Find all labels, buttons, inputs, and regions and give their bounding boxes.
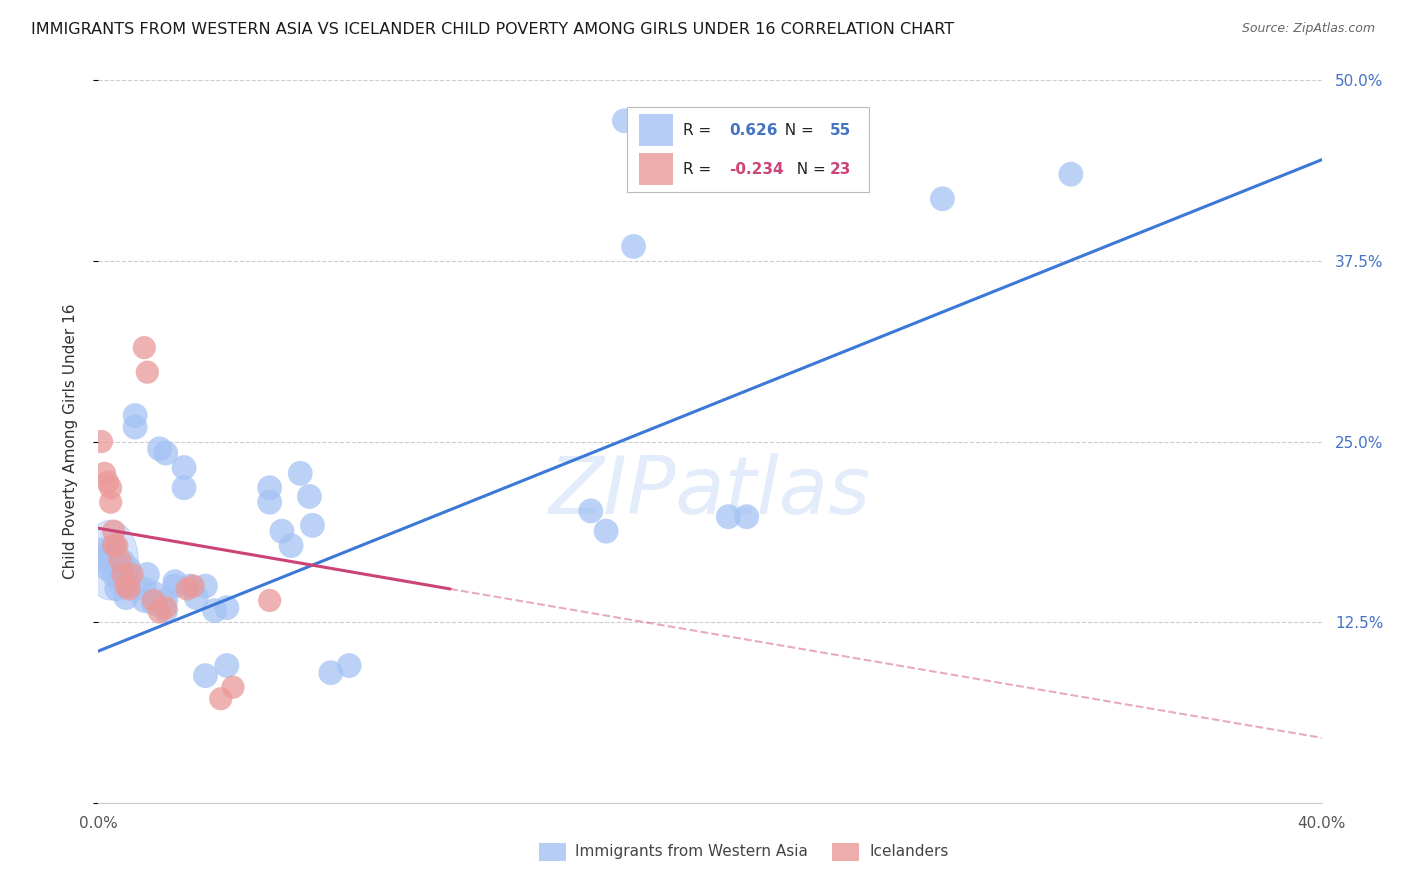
Point	[105, 582, 128, 596]
Point	[319, 665, 342, 680]
Point	[290, 467, 312, 481]
Point	[111, 554, 134, 568]
Point	[103, 539, 125, 553]
FancyBboxPatch shape	[640, 114, 673, 146]
Point	[173, 481, 195, 495]
Point	[90, 434, 112, 449]
Point	[115, 591, 138, 605]
Point	[595, 524, 617, 538]
Point	[280, 539, 302, 553]
Ellipse shape	[83, 520, 138, 599]
Text: ZIPatlas: ZIPatlas	[548, 453, 872, 531]
Point	[103, 567, 125, 582]
Point	[90, 542, 112, 557]
Point	[134, 593, 156, 607]
FancyBboxPatch shape	[640, 153, 673, 186]
Point	[259, 495, 281, 509]
Point	[194, 579, 217, 593]
Point	[215, 600, 238, 615]
Point	[108, 553, 131, 567]
Point	[97, 562, 120, 576]
Point	[181, 579, 204, 593]
Text: Icelanders: Icelanders	[869, 845, 949, 859]
Text: R =: R =	[683, 161, 716, 177]
Point	[142, 596, 165, 610]
Point	[93, 467, 115, 481]
Point	[136, 567, 159, 582]
Text: 0.626: 0.626	[730, 122, 778, 137]
FancyBboxPatch shape	[538, 843, 565, 861]
Point	[121, 567, 143, 582]
Point	[134, 341, 156, 355]
Text: IMMIGRANTS FROM WESTERN ASIA VS ICELANDER CHILD POVERTY AMONG GIRLS UNDER 16 COR: IMMIGRANTS FROM WESTERN ASIA VS ICELANDE…	[31, 22, 955, 37]
Point	[155, 446, 177, 460]
Point	[298, 490, 321, 504]
Point	[93, 553, 115, 567]
Point	[337, 658, 360, 673]
Point	[215, 658, 238, 673]
Point	[105, 562, 128, 576]
Point	[149, 442, 172, 456]
Point	[111, 567, 134, 582]
Point	[105, 539, 128, 553]
Point	[186, 591, 208, 605]
Point	[173, 460, 195, 475]
Point	[259, 593, 281, 607]
Point	[204, 604, 226, 618]
Point	[163, 579, 186, 593]
Point	[149, 605, 172, 619]
Point	[931, 192, 953, 206]
Point	[108, 576, 131, 591]
Point	[134, 582, 156, 596]
FancyBboxPatch shape	[832, 843, 859, 861]
Point	[735, 509, 758, 524]
Point	[259, 481, 281, 495]
Point	[717, 509, 740, 524]
Y-axis label: Child Poverty Among Girls Under 16: Child Poverty Among Girls Under 16	[63, 304, 77, 579]
Point	[179, 579, 201, 593]
Point	[100, 550, 122, 565]
Point	[222, 680, 245, 694]
Point	[111, 567, 134, 582]
Point	[124, 409, 146, 423]
Point	[97, 475, 120, 489]
Point	[103, 539, 125, 553]
Point	[613, 113, 636, 128]
Point	[136, 365, 159, 379]
Point	[155, 604, 177, 618]
Text: Source: ZipAtlas.com: Source: ZipAtlas.com	[1241, 22, 1375, 36]
Point	[579, 504, 602, 518]
Point	[1060, 167, 1083, 181]
Text: 55: 55	[830, 122, 851, 137]
Text: R =: R =	[683, 122, 716, 137]
Point	[100, 495, 122, 509]
Text: N =: N =	[775, 122, 818, 137]
Point	[270, 524, 292, 538]
Point	[176, 582, 198, 596]
Point	[100, 481, 122, 495]
Text: -0.234: -0.234	[730, 161, 785, 177]
Point	[108, 567, 131, 582]
Point	[103, 524, 125, 538]
Point	[155, 600, 177, 615]
Point	[155, 593, 177, 607]
Text: N =: N =	[787, 161, 831, 177]
Point	[163, 574, 186, 589]
Point	[142, 586, 165, 600]
Point	[115, 579, 138, 593]
Point	[623, 239, 645, 253]
Point	[118, 562, 141, 576]
Point	[194, 668, 217, 682]
Point	[124, 420, 146, 434]
Point	[209, 691, 232, 706]
Point	[301, 518, 323, 533]
Point	[97, 547, 120, 561]
Point	[118, 582, 141, 596]
Point	[118, 579, 141, 593]
Point	[142, 593, 165, 607]
FancyBboxPatch shape	[627, 107, 869, 193]
Text: 23: 23	[830, 161, 851, 177]
Text: Immigrants from Western Asia: Immigrants from Western Asia	[575, 845, 808, 859]
